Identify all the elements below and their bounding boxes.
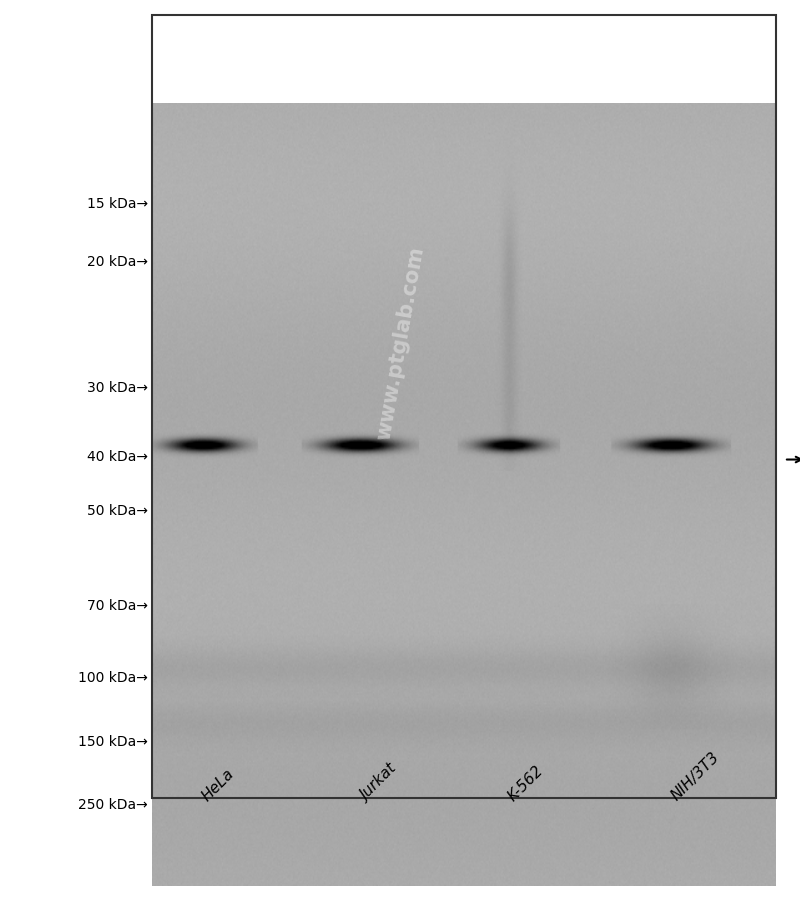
Text: 20 kDa→: 20 kDa→ — [87, 254, 148, 269]
Text: 30 kDa→: 30 kDa→ — [87, 381, 148, 395]
Text: HeLa: HeLa — [199, 765, 238, 803]
Text: 250 kDa→: 250 kDa→ — [78, 796, 148, 811]
Text: 100 kDa→: 100 kDa→ — [78, 670, 148, 685]
Text: www.ptglab.com: www.ptglab.com — [373, 244, 427, 441]
Text: K-562: K-562 — [506, 761, 546, 803]
Text: Jurkat: Jurkat — [358, 760, 400, 803]
Text: 150 kDa→: 150 kDa→ — [78, 734, 148, 749]
Text: NIH/3T3: NIH/3T3 — [668, 749, 722, 803]
Text: 40 kDa→: 40 kDa→ — [87, 449, 148, 464]
Text: 70 kDa→: 70 kDa→ — [87, 598, 148, 612]
Text: 50 kDa→: 50 kDa→ — [87, 503, 148, 518]
Text: 15 kDa→: 15 kDa→ — [87, 197, 148, 211]
Bar — [152, 16, 776, 798]
